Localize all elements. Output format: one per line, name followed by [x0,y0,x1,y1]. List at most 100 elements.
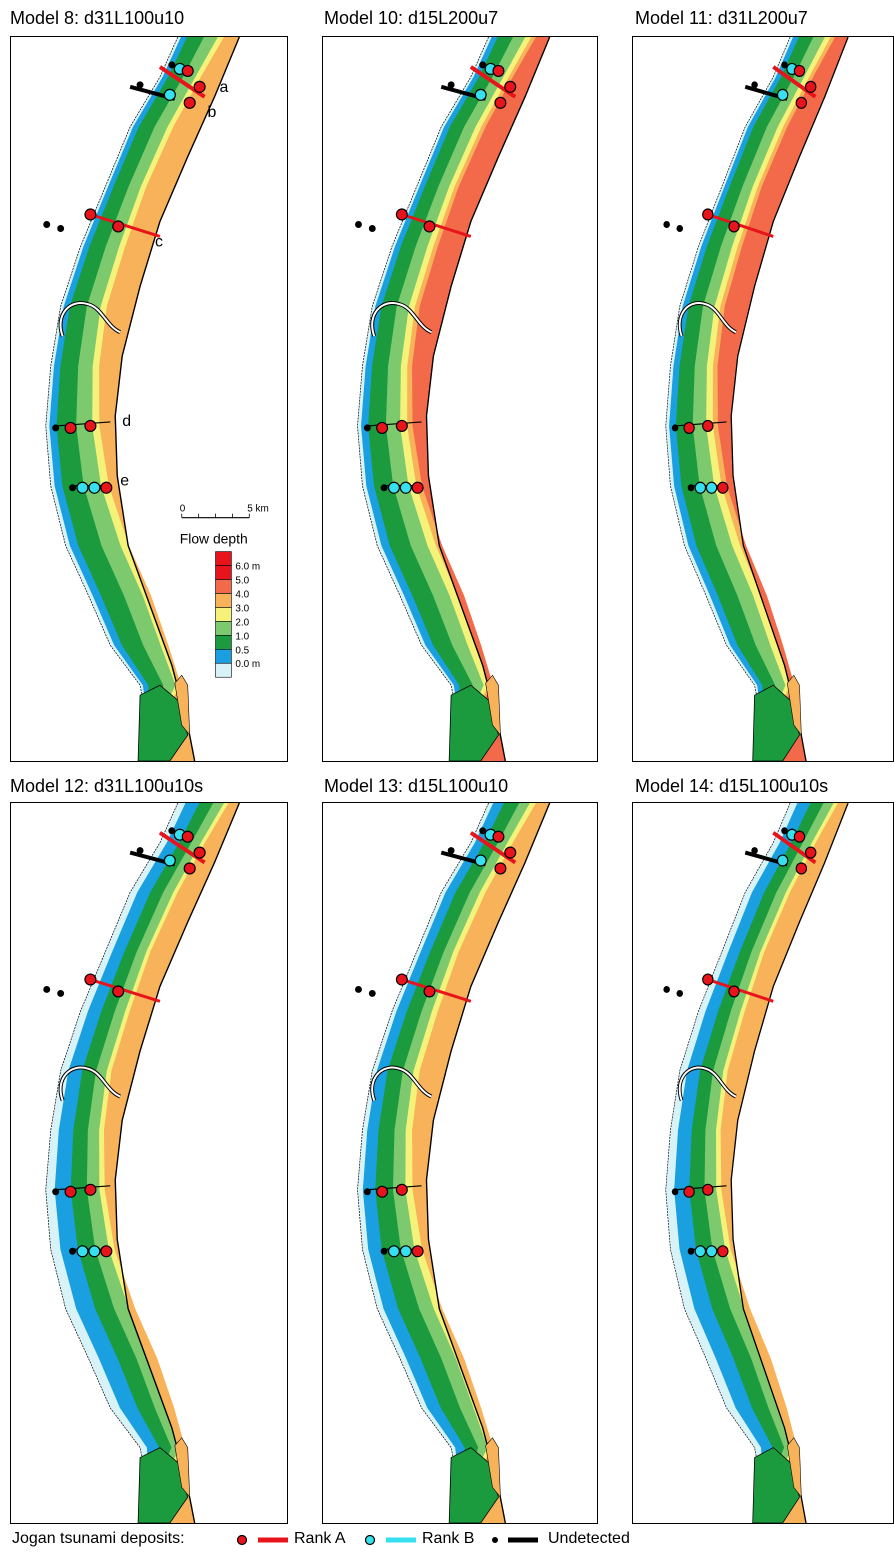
deposit-point-rank-a [411,481,424,494]
scale-bar-start: 0 [180,504,186,515]
deposit-point-rank-a [683,1185,695,1198]
site-label-e: e [120,473,129,490]
deposit-point-undetected [663,985,670,993]
panel-title-model-10: Model 10: d15L200u7 [324,8,499,28]
deposit-point-rank-a [702,973,714,986]
legend-swatch [215,579,232,594]
rank-a-label: Rank A [294,1530,346,1547]
deposit-point-rank-a [181,64,194,77]
deposit-point-rank-a [84,973,97,986]
site-label-d: d [122,413,131,430]
deposit-point-undetected [479,827,487,835]
deposit-point-undetected [355,985,362,993]
transect-line [707,978,774,1003]
transect-line [89,978,161,1003]
flow-depth-legend: Flow depth 6.0 m 5.0 4.0 3.0 2.0 1.0 0.5 0.0 m [180,531,260,678]
deposit-point-rank-a [702,208,714,221]
depth-band-dark [375,803,550,1523]
deposit-point-undetected [687,1247,695,1255]
deposit-point-rank-a [183,96,196,109]
transect-line [55,421,111,427]
map-panel-model-13 [322,802,598,1524]
inundation-limit [665,37,791,761]
depth-band-salmon [412,37,550,761]
deposit-legend-title: Jogan tsunami deposits: [12,1530,185,1547]
deposit-point-undetected [57,989,65,997]
coastline [114,803,240,1523]
panel-title-model-14: Model 14: d15L100u10s [635,776,829,796]
deposit-point-undetected [380,484,388,492]
legend-label: 5.0 [235,575,249,586]
deposit-point-undetected [69,1247,77,1255]
legend-swatch [215,607,232,622]
inundation-limit [45,37,179,761]
legend-label: 6.0 m [235,562,260,573]
deposit-point-rank-a [64,421,77,435]
deposit-point-rank-a [728,220,740,233]
legend-swatch [215,635,232,650]
deposit-point-rank-a [423,220,436,233]
transect-line [401,213,472,238]
coastline [730,803,849,1523]
deposit-point-undetected [479,61,487,69]
scale-bar-end: 5 km [247,504,268,515]
inundation-limit [357,37,489,761]
deposit-point-undetected [57,224,65,232]
deposit-point-rank-a [423,985,436,998]
legend-label: 1.0 [235,631,249,642]
flow-depth-legend-title: Flow depth [180,531,248,547]
deposit-point-rank-a [395,419,408,433]
flow-depth-map-5 [663,803,849,1523]
undetected-label: Undetected [548,1530,630,1547]
deposit-point-rank-a [100,481,113,494]
panel-title-model-12: Model 12: d31L100u10s [10,776,204,796]
scale-bar: 0 5 km [180,504,269,519]
deposit-point-rank-a [492,830,505,843]
flow-depth-map-4 [355,803,551,1523]
undetected-symbol [492,1537,538,1543]
deposit-point-undetected [751,847,758,855]
deposit-point-rank-b [387,481,400,494]
deposit-point-rank-a [793,830,806,843]
deposit-point-rank-b [76,1245,89,1258]
deposit-point-rank-a [193,80,206,93]
deposit-point-rank-a [504,846,517,859]
deposit-point-rank-b [705,481,718,494]
depth-band-orange [103,803,240,1523]
deposit-point-rank-a [717,481,729,494]
deposit-point-rank-a [702,419,714,433]
legend-swatch [215,662,232,678]
deposit-point-undetected [355,220,362,228]
deposit-point-rank-b [163,88,176,101]
flow-depth-map-3 [43,803,240,1523]
deposit-point-rank-b [399,1245,412,1258]
deposit-point-rank-a [795,96,808,109]
transect-line [675,421,727,427]
deposit-point-rank-a [492,64,505,77]
deposit-point-undetected [368,989,376,997]
legend-swatch [215,565,232,580]
deposit-point-undetected [671,424,679,432]
deposit-point-undetected [676,989,684,997]
transect-line [401,978,472,1003]
flow-depth-map-1 [355,37,551,761]
deposit-point-rank-b [694,1245,707,1258]
depth-band-dark [689,803,849,1523]
flow-depth-map-0: ab c d e 0 5 km Flow depth 6.0 m 5.0 4.0 3.0 2.0 1.0… [43,37,269,761]
depth-band-orange [720,803,849,1523]
headland [448,684,499,761]
deposit-point-rank-a [100,1245,113,1258]
deposit-point-undetected [781,61,788,69]
deposit-point-rank-b [474,88,487,101]
deposit-point-undetected [663,220,670,228]
deposit-point-rank-a [84,419,97,433]
deposit-point-undetected [447,847,455,855]
deposit-point-rank-a [181,830,194,843]
deposit-point-undetected [380,1247,388,1255]
site-label-b: b [208,104,217,121]
map-panel-model-10 [322,36,598,762]
legend-label: 0.0 m [235,659,260,670]
depth-band-light [385,37,550,761]
deposit-point-undetected [363,1188,371,1196]
